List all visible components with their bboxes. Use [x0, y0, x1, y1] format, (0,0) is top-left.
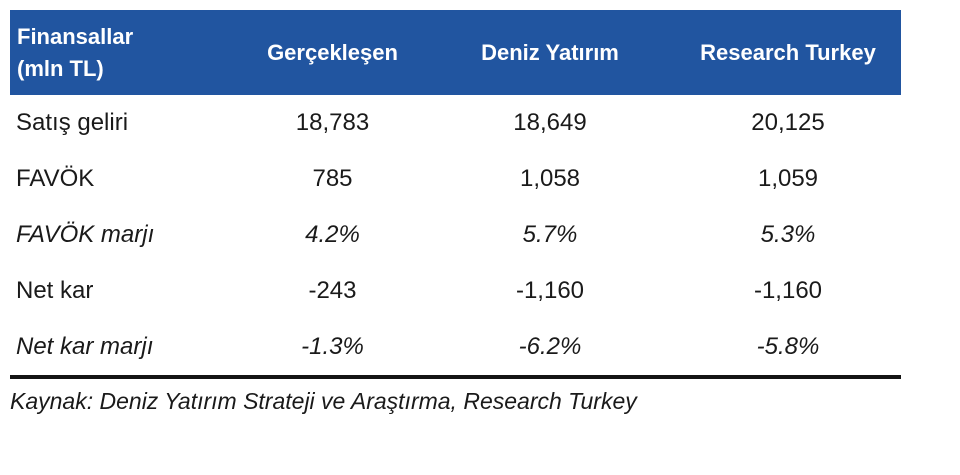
- table-row: FAVÖK marjı 4.2% 5.7% 5.3%: [10, 207, 901, 263]
- row-value: -1,160: [515, 277, 585, 304]
- row-label: FAVÖK marjı: [16, 221, 155, 248]
- table-header: Finansallar (mln TL) Gerçekleşen Deniz Y…: [10, 10, 901, 95]
- row-label: Net kar: [16, 277, 94, 304]
- row-label: Net kar marjı: [16, 333, 154, 360]
- financials-table-container: Finansallar (mln TL) Gerçekleşen Deniz Y…: [10, 10, 901, 379]
- header-cell-deniz-yatirim: Deniz Yatırım: [425, 10, 675, 95]
- row-value: -5.8%: [756, 333, 820, 360]
- row-value: 5.3%: [760, 221, 816, 248]
- header-title-line2: (mln TL): [17, 55, 104, 81]
- financials-table: Finansallar (mln TL) Gerçekleşen Deniz Y…: [10, 10, 901, 375]
- row-value: 5.7%: [522, 221, 578, 248]
- row-label: Satış geliri: [16, 109, 129, 136]
- table-row: Net kar -243 -1,160 -1,160: [10, 263, 901, 319]
- table-row: Net kar marjı -1.3% -6.2% -5.8%: [10, 319, 901, 375]
- row-value: 20,125: [751, 109, 825, 136]
- row-value: 785: [312, 165, 353, 192]
- table-row: FAVÖK 785 1,058 1,059: [10, 151, 901, 207]
- table-row: Satış geliri 18,783 18,649 20,125: [10, 95, 901, 151]
- row-value: -1,160: [753, 277, 823, 304]
- row-value: -6.2%: [518, 333, 582, 360]
- source-note: Kaynak: Deniz Yatırım Strateji ve Araştı…: [10, 388, 637, 414]
- row-value: 4.2%: [305, 221, 360, 248]
- row-value: 1,058: [519, 165, 581, 192]
- header-cell-financials: Finansallar (mln TL): [10, 10, 240, 95]
- header-cell-research-turkey: Research Turkey: [675, 10, 901, 95]
- row-value: 1,059: [757, 165, 819, 192]
- row-value: 18,649: [513, 109, 587, 136]
- header-cell-actual: Gerçekleşen: [240, 10, 425, 95]
- row-value: 18,783: [295, 109, 370, 136]
- row-label: FAVÖK: [16, 165, 95, 192]
- table-body: Satış geliri 18,783 18,649 20,125 FAVÖK …: [10, 95, 901, 375]
- row-value: -1.3%: [301, 333, 364, 360]
- row-value: -243: [308, 277, 357, 304]
- header-title-line1: Finansallar: [17, 23, 134, 49]
